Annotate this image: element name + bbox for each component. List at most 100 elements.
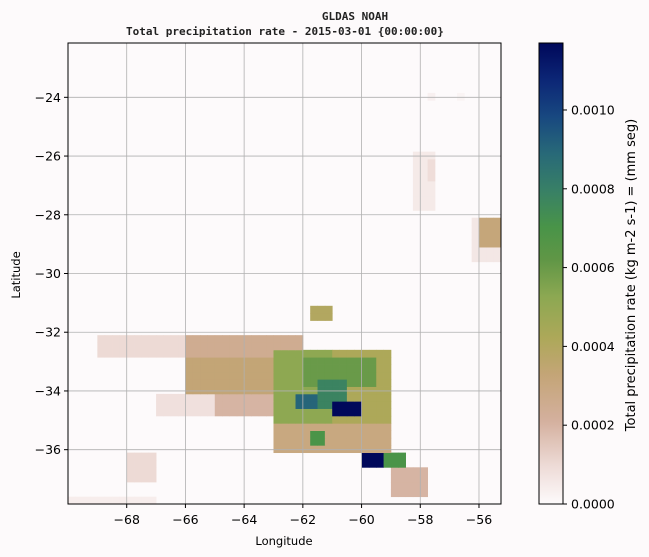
heatmap-cell [163, 335, 172, 343]
heatmap-cell [376, 386, 384, 395]
heatmap-cell [141, 467, 150, 476]
heatmap-cell [383, 445, 392, 454]
heatmap-cell [478, 232, 487, 241]
heatmap-cell [273, 349, 282, 358]
heatmap-cell [170, 335, 179, 343]
heatmap-cell [302, 423, 311, 431]
heatmap-cell [346, 415, 355, 424]
heatmap-cell [251, 335, 260, 343]
heatmap-cell [236, 349, 245, 358]
heatmap-cell [258, 349, 267, 358]
colorbar-ticks: 0.0000 0.0002 0.0004 0.0006 0.0008 0.0010 [563, 102, 615, 512]
heatmap-cell [339, 357, 348, 365]
heatmap-cell [141, 496, 150, 505]
y-tick-label: −36 [35, 442, 61, 457]
heatmap-cell [185, 408, 194, 417]
heatmap-cell [368, 408, 377, 417]
heatmap-cell [148, 452, 157, 461]
heatmap-cell [346, 371, 355, 380]
heatmap-cell [295, 393, 304, 402]
heatmap-cell [295, 379, 304, 387]
heatmap-cell [332, 393, 340, 402]
heatmap-cell [354, 393, 362, 402]
heatmap-cell [383, 364, 392, 373]
heatmap-cell [141, 474, 150, 483]
heatmap-cell [412, 467, 421, 476]
heatmap-cell [339, 364, 348, 373]
heatmap-cell [258, 401, 267, 409]
heatmap-cell [273, 342, 282, 351]
heatmap-cell [317, 401, 326, 409]
heatmap-cell [324, 305, 333, 314]
heatmap-cell [493, 239, 502, 248]
heatmap-cell [361, 452, 370, 461]
heatmap-cell [104, 496, 113, 505]
heatmap-cell [368, 415, 377, 424]
heatmap-cell [478, 254, 487, 263]
heatmap-cell [178, 393, 186, 402]
heatmap-cell [280, 437, 289, 446]
heatmap-cell [229, 393, 238, 402]
heatmap-cell [383, 415, 392, 424]
heatmap-cell [236, 371, 245, 380]
heatmap-cell [82, 496, 91, 505]
heatmap-cell [361, 459, 370, 468]
heatmap-cell [222, 342, 230, 351]
heatmap-cell [288, 386, 296, 395]
heatmap-cell [126, 467, 135, 476]
heatmap-cell [288, 335, 296, 343]
heatmap-cell [317, 349, 326, 358]
heatmap-cell [273, 430, 282, 439]
heatmap-cell [148, 342, 157, 351]
heatmap-cell [156, 335, 164, 343]
x-axis-label: Longitude [255, 534, 312, 548]
heatmap-cell [222, 386, 230, 395]
heatmap-cell [310, 445, 318, 454]
heatmap-cell [486, 217, 495, 226]
heatmap-cell [163, 342, 172, 351]
heatmap-cell [134, 459, 142, 468]
heatmap-cell [346, 430, 355, 439]
heatmap-cell [405, 489, 414, 498]
heatmap-cell [317, 437, 326, 446]
heatmap-cell [376, 349, 384, 358]
heatmap-cell [310, 379, 318, 387]
heatmap-cell [324, 445, 333, 454]
heatmap-cell [354, 371, 362, 380]
heatmap-cell [229, 401, 238, 409]
heatmap-cell [258, 386, 267, 395]
heatmap-cell [236, 357, 245, 365]
heatmap-cell [368, 459, 377, 468]
heatmap-cell [229, 379, 238, 387]
heatmap-cell [383, 430, 392, 439]
heatmap-cell [214, 401, 223, 409]
heatmap-cell [273, 408, 282, 417]
heatmap-cell [229, 408, 238, 417]
heatmap-cell [478, 247, 487, 255]
heatmap-cell [266, 364, 274, 373]
heatmap-cell [310, 364, 318, 373]
heatmap-cell [368, 423, 377, 431]
heatmap-cell [420, 181, 429, 189]
heatmap-cell [420, 151, 429, 160]
heatmap-cell [273, 401, 282, 409]
heatmap-cell [390, 452, 399, 461]
heatmap-cell [295, 445, 304, 454]
heatmap-cell [141, 335, 150, 343]
heatmap-cell [280, 379, 289, 387]
heatmap-cell [420, 195, 429, 204]
heatmap-cell [207, 371, 216, 380]
heatmap-cell [376, 452, 384, 461]
heatmap-cell [126, 496, 135, 505]
y-tick-label: −32 [35, 325, 61, 340]
heatmap-cell [376, 357, 384, 365]
heatmap-cell [280, 423, 289, 431]
heatmap-cell [317, 445, 326, 454]
colorbar: 0.0000 0.0002 0.0004 0.0006 0.0008 0.0010 Tot… [538, 42, 639, 512]
x-axis-ticks: −68 −66 −64 −62 −60 −58 −56 [114, 504, 492, 527]
heatmap-cell [200, 342, 208, 351]
heatmap-cell [200, 393, 208, 402]
heatmap-cell [266, 386, 274, 395]
heatmap-cell [244, 364, 252, 373]
heatmap-cell [236, 408, 245, 417]
